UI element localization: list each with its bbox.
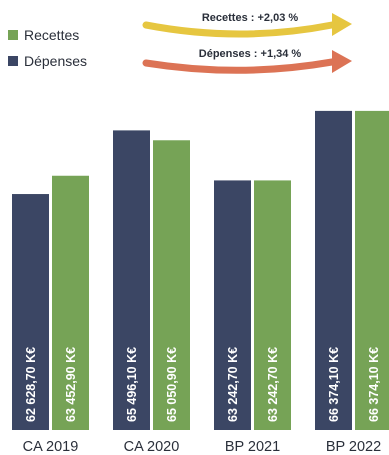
bar-value-label-depenses-1: 65 496,10 K€ [125,347,139,422]
legend-swatch-depenses [8,56,18,66]
category-label-2: BP 2021 [225,439,280,455]
bar-recettes-3 [355,110,389,430]
recettes-arrow [142,21,336,38]
bar-recettes-1 [153,140,190,430]
bar-recettes-0 [52,175,89,430]
bar-value-label-recettes-3: 66 374,10 K€ [367,347,381,422]
category-label-1: CA 2020 [124,439,180,455]
category-label-0: CA 2019 [23,439,79,455]
depenses-growth-label: Dépenses : +1,34 % [199,48,302,60]
bar-depenses-2 [214,180,251,430]
legend-label-depenses: Dépenses [24,53,87,69]
bar-depenses-0 [12,194,49,430]
depenses-arrow [142,58,336,74]
category-labels: CA 2019 CA 2020 BP 2021 BP 2022 [23,439,382,455]
bar-depenses-1 [113,130,150,430]
growth-arrows: Recettes : +2,03 % Dépenses : +1,34 % [142,12,352,74]
bar-value-label-recettes-1: 65 050,90 K€ [165,347,179,422]
bar-value-label-recettes-0: 63 452,90 K€ [64,347,78,422]
bar-recettes-2 [254,180,291,430]
recettes-arrowhead [332,13,352,36]
recettes-growth-label: Recettes : +2,03 % [202,12,299,24]
bar-value-label-recettes-2: 63 242,70 K€ [266,347,280,422]
category-label-3: BP 2022 [326,439,381,455]
bars: 62 628,70 K€ 63 452,90 K€ 65 496,10 K€ 65 0… [12,110,389,430]
bar-value-label-depenses-3: 66 374,10 K€ [327,347,341,422]
legend-swatch-recettes [8,30,18,40]
bar-value-label-depenses-0: 62 628,70 K€ [24,347,38,422]
legend: Recettes Dépenses [8,27,87,69]
bar-depenses-3 [315,110,352,430]
depenses-arrowhead [332,50,352,73]
legend-label-recettes: Recettes [24,27,79,43]
bar-value-label-depenses-2: 63 242,70 K€ [226,347,240,422]
